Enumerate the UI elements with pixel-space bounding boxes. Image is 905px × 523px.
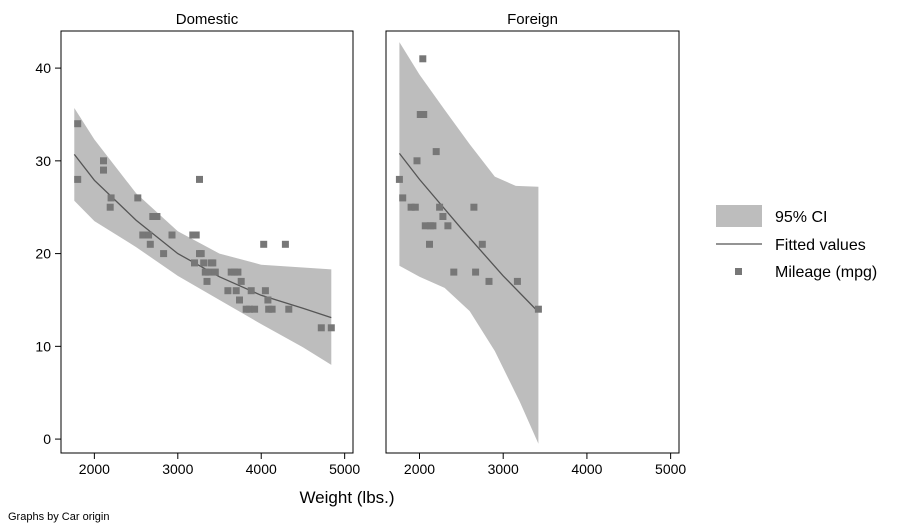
x-tick-label: 3000 xyxy=(162,461,193,477)
data-point xyxy=(419,55,427,63)
data-point xyxy=(432,148,440,156)
data-point xyxy=(421,222,429,230)
data-point xyxy=(327,324,335,332)
legend-points-label: Mileage (mpg) xyxy=(775,264,877,281)
data-point xyxy=(205,268,213,276)
panel-0: Domestic 2000 3000 4000 5000 0 10 20 30 40 xyxy=(35,11,360,477)
data-point xyxy=(444,222,452,230)
panel-frame-0 xyxy=(60,30,354,454)
data-point xyxy=(485,277,493,285)
data-point xyxy=(413,157,421,165)
data-point xyxy=(237,277,245,285)
y-tick-label: 20 xyxy=(35,246,51,262)
data-point xyxy=(197,250,205,258)
data-point xyxy=(285,305,293,313)
data-point xyxy=(139,231,147,239)
data-point xyxy=(74,175,82,183)
data-point xyxy=(191,259,198,267)
data-point xyxy=(246,305,253,313)
data-point xyxy=(192,231,200,239)
panel-frame-1 xyxy=(385,30,680,454)
data-point xyxy=(478,240,486,248)
y-tick-label: 30 xyxy=(35,153,51,169)
x-tick-label: 5000 xyxy=(329,461,360,477)
data-point xyxy=(264,296,272,304)
data-point xyxy=(100,166,107,174)
panel-title-1: Foreign xyxy=(507,11,558,28)
x-tick-label: 2000 xyxy=(404,461,435,477)
fit-line-1 xyxy=(398,153,539,313)
data-point xyxy=(268,305,276,313)
panel-1: Foreign 2000 3000 4000 5000 xyxy=(385,11,686,477)
data-point xyxy=(149,213,157,220)
y-tick-label: 10 xyxy=(35,338,51,354)
data-point xyxy=(247,287,255,295)
data-point xyxy=(426,240,433,248)
data-point xyxy=(411,203,419,211)
y-tick-label: 0 xyxy=(43,431,51,447)
data-point xyxy=(168,231,176,239)
data-point xyxy=(470,203,478,211)
data-point xyxy=(420,111,428,118)
data-point xyxy=(160,250,168,258)
panels-layer: Domestic 2000 3000 4000 5000 0 10 20 30 40 Foreign… xyxy=(35,11,686,477)
data-point xyxy=(439,213,447,220)
x-axis-title: Weight (lbs.) xyxy=(299,488,394,507)
data-point xyxy=(106,203,114,211)
panel-title-0: Domestic xyxy=(176,11,239,28)
data-point xyxy=(203,277,211,285)
data-point xyxy=(100,157,107,165)
y-tick-label: 40 xyxy=(35,60,51,76)
legend-ci-label: 95% CI xyxy=(775,209,827,226)
data-point xyxy=(74,120,82,128)
data-point xyxy=(153,213,161,220)
data-point xyxy=(281,240,289,248)
data-point xyxy=(251,305,259,313)
data-point xyxy=(234,268,242,276)
ci-band-1 xyxy=(399,42,539,444)
legend-ci-swatch xyxy=(716,205,762,227)
legend-points-swatch xyxy=(735,268,742,275)
data-point xyxy=(196,175,203,183)
data-point xyxy=(450,268,458,276)
data-point xyxy=(232,287,240,295)
data-point xyxy=(317,324,325,332)
data-point xyxy=(209,259,217,267)
data-point xyxy=(107,194,115,202)
data-point xyxy=(472,268,480,276)
data-point xyxy=(145,231,153,239)
data-point xyxy=(236,296,243,304)
x-tick-label: 2000 xyxy=(79,461,110,477)
data-point xyxy=(534,305,542,313)
graphs-note: Graphs by Car origin xyxy=(8,511,110,523)
data-point xyxy=(399,194,407,202)
data-point xyxy=(260,240,268,248)
data-point xyxy=(407,203,415,211)
x-tick-label: 3000 xyxy=(488,461,519,477)
data-point xyxy=(429,222,437,230)
data-point xyxy=(134,194,142,202)
x-tick-label: 4000 xyxy=(246,461,277,477)
data-point xyxy=(395,175,403,183)
data-point xyxy=(436,203,444,211)
data-point xyxy=(146,240,154,248)
data-point xyxy=(211,268,219,276)
data-point xyxy=(261,287,269,295)
x-tick-label: 4000 xyxy=(571,461,602,477)
legend: 95% CI Fitted values Mileage (mpg) xyxy=(716,205,877,281)
data-point xyxy=(513,277,521,285)
x-tick-label: 5000 xyxy=(655,461,686,477)
fit-line-0 xyxy=(73,154,332,319)
data-point xyxy=(224,287,232,295)
legend-fit-label: Fitted values xyxy=(775,237,866,254)
data-point xyxy=(200,259,208,267)
ci-band-0 xyxy=(74,108,332,365)
